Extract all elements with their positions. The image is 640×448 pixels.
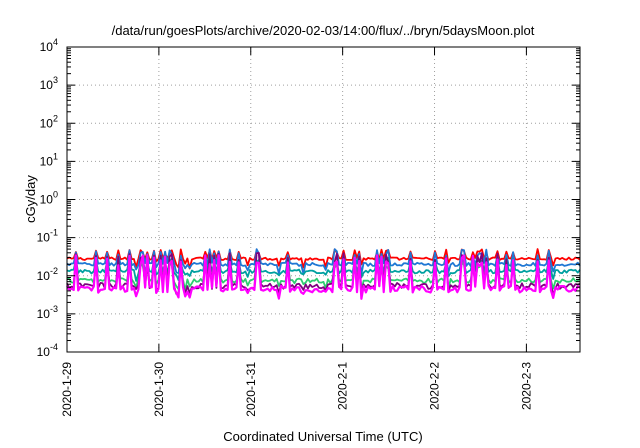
grid	[67, 47, 580, 352]
y-tick-label: 100	[40, 190, 58, 207]
x-tick-label: 2020-2-2	[428, 362, 442, 410]
y-tick-label: 10-3	[37, 304, 58, 321]
series-line-2	[66, 248, 581, 275]
plot-border	[66, 46, 581, 353]
y-tick-label: 10-2	[37, 266, 58, 283]
y-tick-label: 10-4	[37, 342, 58, 359]
y-tick-label: 103	[40, 75, 58, 92]
x-axis-label: Coordinated Universal Time (UTC)	[223, 429, 422, 444]
chart-title: /data/run/goesPlots/archive/2020-02-03/1…	[112, 23, 535, 38]
y-tick-labels: 10-4 10-3 10-2 10-1 100 101 102 103 104	[37, 37, 58, 359]
y-tick-label: 104	[40, 37, 58, 54]
y-tick-label: 101	[40, 151, 58, 168]
y-tick-label: 10-1	[37, 228, 58, 245]
x-tick-label: 2020-1-31	[244, 362, 258, 417]
x-tick-label: 2020-1-29	[60, 362, 74, 417]
x-tick-label: 2020-2-3	[519, 362, 533, 410]
y-tick-label: 102	[40, 113, 58, 130]
x-tick-labels: 2020-1-29 2020-1-30 2020-1-31 2020-2-1 2020-…	[60, 362, 533, 417]
x-tick-label: 2020-1-30	[152, 362, 166, 417]
axes	[66, 46, 581, 353]
series-layer	[66, 248, 581, 300]
series-line-6	[66, 254, 581, 300]
y-axis-label: cGy/day	[23, 175, 38, 223]
x-tick-label: 2020-2-1	[336, 362, 350, 410]
